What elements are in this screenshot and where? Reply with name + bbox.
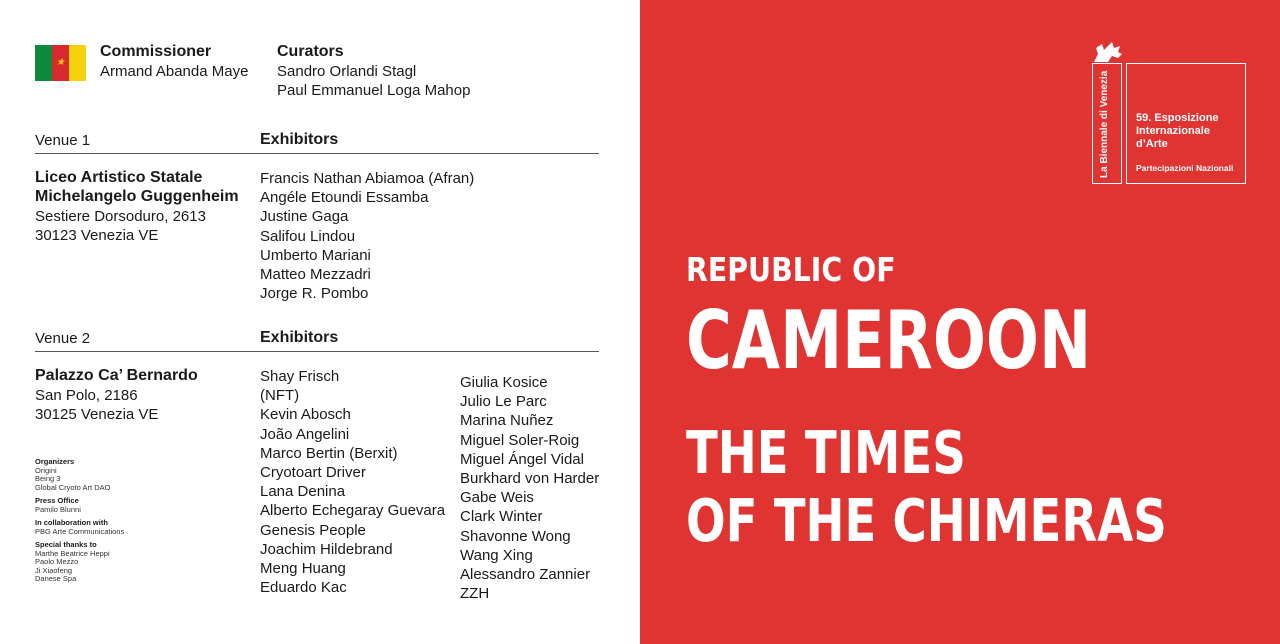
logo-strip	[1092, 63, 1122, 184]
list-item: Miguel Soler-Roig	[460, 431, 580, 449]
list-item: (NFT)	[260, 387, 300, 405]
list-item: Marina Nuñez	[460, 412, 554, 430]
thanks-name: Marthe Beatrice Heppi	[35, 548, 110, 558]
list-item: Wang Xing	[460, 546, 533, 564]
logo-box	[1126, 63, 1246, 184]
list-item: Shavonne Wong	[460, 527, 571, 545]
list-item: Umberto Mariani	[260, 246, 371, 264]
list-item: Clark Winter	[460, 508, 543, 526]
venue2-exhibitor-list-col1: Shay Frisch (NFT) Kevin Abosch João Ange…	[260, 367, 445, 597]
headline-times: THE TIMES	[686, 418, 966, 487]
curators-label: Curators	[277, 43, 344, 60]
thanks-name: Danese Spa	[35, 574, 77, 583]
venue1-address: 30123 Venezia VE	[35, 227, 159, 244]
venue2-exhibitors-label: Exhibitors	[260, 329, 339, 346]
edition-text: 59. Esposizione Internazionale d’Arte	[1136, 112, 1219, 151]
thanks-name: Paolo Mezzo	[35, 557, 79, 566]
list-item: Marco Bertin (Berxit)	[260, 444, 398, 462]
curator-name: Sandro Orlandi Stagl	[277, 63, 417, 80]
organizer: Being 3	[35, 474, 61, 483]
collab-label: In collaboration with	[35, 518, 108, 527]
edition-line: Internazionale	[1136, 125, 1210, 137]
venue2-label: Venue 2	[35, 330, 91, 347]
list-item: Gabe Weis	[460, 489, 534, 507]
list-item: Kevin Abosch	[260, 406, 351, 424]
list-item: Justine Gaga	[260, 208, 349, 226]
venue1-exhibitor-list: Francis Nathan Abiamoa (Afran) Angéle Et…	[260, 169, 474, 303]
participations-text: Partecipazioni Nazionali	[1136, 163, 1234, 173]
list-item: Matteo Mezzadri	[260, 266, 371, 284]
list-item: Lana Denina	[260, 483, 346, 501]
list-item: Burkhard von Harder	[460, 470, 600, 488]
credits-panel: ★ Commissioner Armand Abanda Maye Curato…	[35, 43, 600, 603]
biennale-vertical-text: La Biennale di Venezia	[1099, 70, 1110, 178]
collaborator: PBG Arte Communications	[35, 526, 125, 536]
venue1-address: Sestiere Dorsoduro, 2613	[35, 208, 206, 225]
list-item: Alberto Echegaray Guevara	[260, 502, 446, 520]
list-item: Meng Huang	[260, 560, 346, 578]
venue2-name: Palazzo Ca’ Bernardo	[35, 367, 198, 384]
thanks-name: Ji Xiaofeng	[35, 565, 73, 575]
list-item: ZZH	[460, 585, 490, 603]
title-panel	[640, 0, 1280, 644]
headline-republic-of: REPUBLIC OF	[686, 250, 896, 289]
list-item: Genesis People	[260, 521, 366, 539]
headline-chimeras: OF THE CHIMERAS	[686, 486, 1167, 555]
commissioner-name: Armand Abanda Maye	[100, 63, 249, 80]
list-item: Giulia Kosice	[460, 374, 548, 391]
venue2-address: 30125 Venezia VE	[35, 406, 159, 423]
venue2-exhibitor-list-col2: Giulia Kosice Julio Le Parc Marina Nuñez…	[460, 373, 599, 603]
list-item: Miguel Ángel Vidal	[460, 450, 584, 468]
divider	[35, 153, 599, 154]
divider	[35, 351, 599, 352]
press-label: Press Office	[35, 496, 79, 505]
list-item: Cryotoart Driver	[260, 464, 366, 482]
commissioner-label: Commissioner	[100, 43, 212, 60]
winged-lion-icon	[1094, 42, 1122, 62]
thanks-label: Special thanks to	[35, 540, 97, 549]
list-item: João Angelini	[260, 425, 350, 443]
edition-line: 59. Esposizione	[1136, 112, 1219, 124]
list-item: Alessandro Zannier	[460, 566, 591, 584]
organizer: Global Cryoto Art DAO	[35, 482, 111, 492]
list-item: Francis Nathan Abiamoa (Afran)	[260, 170, 475, 187]
small-credits: Organizers Origini Being 3 Global Cryoto…	[35, 457, 125, 589]
curator-name: Paul Emmanuel Loga Mahop	[277, 82, 471, 99]
list-item: Joachim Hildebrand	[260, 540, 393, 558]
organizer: Origini	[35, 465, 57, 475]
press-contact: Pamilo Blunni	[35, 504, 81, 514]
list-item: Salifou Lindou	[260, 227, 356, 245]
list-item: Jorge R. Pombo	[260, 285, 369, 303]
edition-line: d’Arte	[1136, 138, 1168, 150]
venue1-name: Liceo Artistico Statale	[35, 169, 203, 186]
organizers-label: Organizers	[35, 457, 75, 466]
list-item: Shay Frisch	[260, 368, 340, 385]
cameroon-flag-icon: ★	[35, 45, 86, 81]
venue2-address: San Polo, 2186	[35, 387, 138, 404]
list-item: Eduardo Kac	[260, 579, 347, 597]
venue1-exhibitors-label: Exhibitors	[260, 131, 339, 148]
list-item: Julio Le Parc	[460, 393, 547, 411]
headline-country: CAMEROON	[686, 294, 1092, 387]
list-item: Angéle Etoundi Essamba	[260, 189, 429, 207]
venue1-label: Venue 1	[35, 132, 91, 149]
venue1-name: Michelangelo Guggenheim	[35, 188, 239, 205]
